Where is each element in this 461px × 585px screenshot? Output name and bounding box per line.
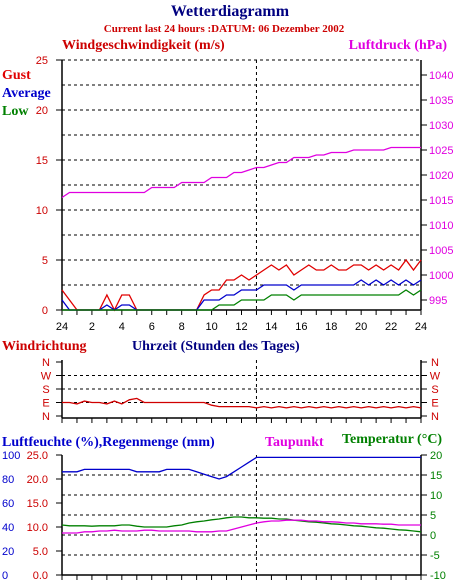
legend-gust: Gust: [2, 68, 31, 83]
wind-speed-tick-label: 20: [36, 105, 48, 117]
hour-tick-label: 12: [235, 321, 247, 333]
pressure-tick-label: 995: [429, 295, 447, 307]
rain-tick-label: 20.0: [27, 474, 48, 486]
temperature-tick-label: 0: [430, 530, 436, 542]
temperature-tick-label: 5: [430, 510, 436, 522]
hour-tick-label: 2: [89, 321, 95, 333]
direction-tick-label-left: N: [42, 411, 50, 423]
dewpoint-label: Taupunkt: [265, 435, 324, 450]
pressure-tick-label: 1030: [429, 120, 453, 132]
pressure-tick-label: 1010: [429, 220, 453, 232]
humidity-tick-label: 0: [2, 570, 8, 582]
legend-low: Low: [2, 104, 29, 119]
pressure-tick-label: 1005: [429, 245, 453, 257]
rain-tick-label: 0.0: [33, 570, 48, 582]
humidity-tick-label: 20: [2, 546, 14, 558]
pressure-tick-label: 1020: [429, 170, 453, 182]
pressure-tick-label: 1040: [429, 70, 453, 82]
direction-tick-label-right: S: [431, 384, 438, 396]
hour-tick-label: 4: [119, 321, 125, 333]
gust-line: [61, 258, 422, 312]
rain-tick-label: 25.0: [27, 450, 48, 462]
pressure-axis-label: Luftdruck (hPa): [349, 38, 448, 53]
direction-tick-label-left: W: [41, 371, 52, 383]
hour-tick-label: 24: [56, 321, 68, 333]
humidity-rain-axis-label: Luftfeuchte (%),Regenmenge (mm): [2, 435, 215, 450]
rain-tick-label: 5.0: [33, 546, 48, 558]
pressure-line: [61, 146, 421, 199]
temperature-tick-label: -10: [430, 570, 446, 582]
rain-tick-label: 15.0: [27, 498, 48, 510]
direction-tick-label-left: E: [42, 398, 49, 410]
hour-tick-label: 18: [325, 321, 337, 333]
temperature-axis-label: Temperatur (°C): [342, 432, 442, 447]
average-line: [61, 279, 422, 311]
wind-speed-tick-label: 5: [42, 255, 48, 267]
temperature-tick-label: 15: [430, 470, 442, 482]
humidity-line: [62, 456, 421, 480]
wind-direction-label: Windrichtung: [2, 339, 87, 354]
direction-tick-label-right: E: [431, 398, 438, 410]
pressure-tick-label: 1015: [429, 195, 453, 207]
wind-direction-line: [62, 397, 422, 409]
humidity-tick-label: 100: [2, 450, 20, 462]
chart-title: Wetterdiagramm: [171, 3, 290, 20]
dewpoint-line: [62, 519, 421, 534]
pressure-tick-label: 1000: [429, 270, 453, 282]
hour-tick-label: 16: [295, 321, 307, 333]
hour-tick-label: 20: [355, 321, 367, 333]
wind-speed-tick-label: 15: [36, 155, 48, 167]
direction-tick-label-right: W: [430, 371, 441, 383]
direction-tick-label-left: N: [42, 357, 50, 369]
hour-tick-label: 22: [385, 321, 397, 333]
humidity-tick-label: 60: [2, 498, 14, 510]
pressure-tick-label: 1025: [429, 145, 453, 157]
wind-speed-tick-label: 0: [42, 305, 48, 317]
rain-tick-label: 10.0: [27, 522, 48, 534]
humidity-tick-label: 40: [2, 522, 14, 534]
direction-tick-label-right: N: [431, 411, 439, 423]
time-axis-label: Uhrzeit (Stunden des Tages): [132, 339, 300, 354]
hour-tick-label: 8: [179, 321, 185, 333]
hour-tick-label: 10: [205, 321, 217, 333]
wind-speed-tick-label: 10: [36, 205, 48, 217]
humidity-tick-label: 80: [2, 474, 14, 486]
temperature-tick-label: 20: [430, 450, 442, 462]
hour-tick-label: 24: [415, 321, 427, 333]
direction-tick-label-right: N: [431, 357, 439, 369]
direction-tick-label-left: S: [42, 384, 49, 396]
wind-speed-tick-label: 25: [36, 55, 48, 67]
wind-speed-axis-label: Windgeschwindigkeit (m/s): [62, 38, 225, 53]
hour-tick-label: 14: [265, 321, 277, 333]
legend-average: Average: [2, 86, 51, 101]
pressure-tick-label: 1035: [429, 95, 453, 107]
low-line: [62, 289, 422, 311]
temperature-tick-label: 10: [430, 490, 442, 502]
temperature-tick-label: -5: [430, 550, 440, 562]
temperature-line: [61, 516, 422, 533]
hour-tick-label: 6: [149, 321, 155, 333]
chart-subtitle: Current last 24 hours :DATUM: 06 Dezembe…: [104, 23, 345, 35]
